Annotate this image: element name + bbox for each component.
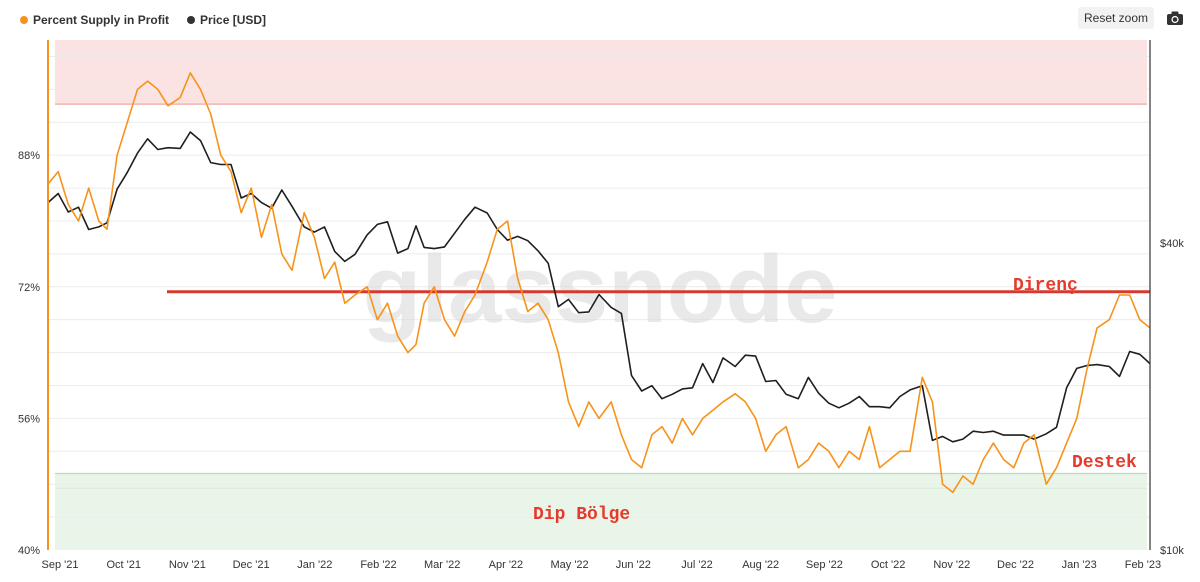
x-tick-label: Sep '21 xyxy=(42,559,79,571)
x-tick-label: Sep '22 xyxy=(806,559,843,571)
axes-layer: 40% 56% 72% 88% $10k $40k Sep '21 Oct '21 Nov '2… xyxy=(18,40,1184,571)
legend-dot-supply xyxy=(20,16,28,24)
x-tick-label: Jun '22 xyxy=(616,559,651,571)
legend-item-price[interactable]: Price [USD] xyxy=(187,13,266,27)
x-tick-label: Nov '22 xyxy=(933,559,970,571)
camera-icon[interactable] xyxy=(1166,9,1184,27)
x-tick-label: Dec '22 xyxy=(997,559,1034,571)
price-series-line xyxy=(47,131,1151,443)
legend-item-supply[interactable]: Percent Supply in Profit xyxy=(20,13,169,27)
x-tick-label: Oct '22 xyxy=(871,559,906,571)
x-tick-label: Jan '23 xyxy=(1062,559,1097,571)
support-label: Destek xyxy=(1072,453,1137,473)
top-zone-band xyxy=(55,40,1147,105)
levels-layer xyxy=(55,103,1150,489)
y-left-tick-label: 88% xyxy=(18,150,40,162)
resistance-label: Direnç xyxy=(1013,276,1078,296)
x-tick-label: Jan '22 xyxy=(297,559,332,571)
x-tick-label: Feb '23 xyxy=(1125,559,1161,571)
x-tick-label: Mar '22 xyxy=(424,559,460,571)
x-tick-label: Nov '21 xyxy=(169,559,206,571)
series-layer xyxy=(47,72,1151,494)
y-left-tick-label: 56% xyxy=(18,413,40,425)
y-right-tick-label: $10k xyxy=(1160,545,1184,557)
bottom-zone-band xyxy=(55,473,1147,550)
bottom-zone-label: Dip Bölge xyxy=(533,505,630,525)
supply-series-line xyxy=(47,72,1151,494)
y-left-tick-label: 72% xyxy=(18,282,40,294)
legend-dot-price xyxy=(187,16,196,24)
reset-zoom-button[interactable]: Reset zoom xyxy=(1078,7,1154,29)
legend-label-supply: Percent Supply in Profit xyxy=(33,13,170,27)
x-tick-label: Jul '22 xyxy=(681,559,712,571)
grid-layer xyxy=(48,55,1150,518)
y-left-tick-label: 40% xyxy=(18,545,40,557)
x-tick-label: Apr '22 xyxy=(489,559,524,571)
chart-legend: Percent Supply in Profit Price [USD] xyxy=(20,13,266,27)
x-tick-label: Dec '21 xyxy=(233,559,270,571)
x-tick-label: Feb '22 xyxy=(360,559,396,571)
x-tick-label: May '22 xyxy=(551,559,589,571)
x-tick-label: Oct '21 xyxy=(106,559,141,571)
x-tick-label: Aug '22 xyxy=(742,559,779,571)
y-right-tick-label: $40k xyxy=(1160,238,1184,250)
watermark-text: glassnode xyxy=(363,236,838,343)
zones-layer xyxy=(55,40,1147,550)
legend-label-price: Price [USD] xyxy=(200,13,267,27)
